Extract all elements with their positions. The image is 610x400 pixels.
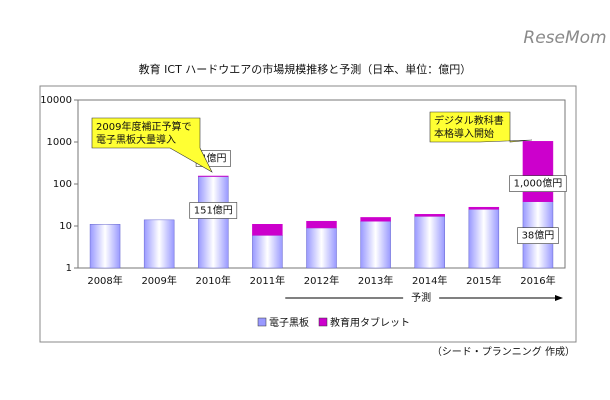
x-tick-label: 2009年 bbox=[141, 274, 176, 287]
forecast-label: 予測 bbox=[411, 291, 431, 304]
y-tick-label: 1 bbox=[66, 263, 72, 274]
x-tick-label: 2014年 bbox=[412, 274, 447, 287]
data-label: 1,000億円 bbox=[514, 177, 563, 190]
legend-label: 電子黒板 bbox=[269, 316, 309, 329]
source: （シード・プランニング 作成） bbox=[432, 345, 575, 358]
y-tick-label: 100 bbox=[53, 179, 72, 190]
callout-box bbox=[91, 117, 213, 173]
bar-segment bbox=[414, 214, 445, 217]
x-tick-label: 2008年 bbox=[87, 274, 122, 287]
bar-segment bbox=[360, 220, 391, 269]
callout-text: デジタル教科書 bbox=[434, 114, 504, 127]
forecast-label-bg bbox=[403, 291, 440, 305]
bar-segment bbox=[468, 209, 500, 269]
logo: ReseMom bbox=[523, 28, 606, 48]
bar-segment bbox=[252, 224, 283, 236]
y-tick-label: 10 bbox=[59, 221, 72, 232]
legend-swatch bbox=[257, 317, 267, 327]
data-label-box bbox=[189, 202, 238, 219]
callout-text: 本格導入開始 bbox=[434, 127, 494, 140]
bar-segment bbox=[198, 176, 229, 269]
bar-segment bbox=[306, 220, 337, 229]
bar-segment bbox=[252, 235, 283, 269]
callout-box bbox=[429, 111, 533, 143]
data-label-box bbox=[517, 227, 559, 244]
bar-segment bbox=[522, 141, 554, 202]
bar-segment bbox=[360, 217, 391, 222]
x-tick-label: 2012年 bbox=[304, 274, 339, 287]
x-tick-label: 2016年 bbox=[520, 274, 555, 287]
x-tick-label: 2010年 bbox=[196, 274, 231, 287]
bar-segment bbox=[306, 227, 337, 269]
bar-segment bbox=[143, 219, 175, 269]
bar-segment bbox=[89, 224, 121, 269]
legend-label: 教育用タブレット bbox=[330, 316, 410, 329]
legend-swatch bbox=[318, 317, 328, 327]
bar-segment bbox=[414, 216, 445, 269]
x-tick-label: 2013年 bbox=[358, 274, 393, 287]
x-tick-label: 2015年 bbox=[466, 274, 501, 287]
forecast-arrow bbox=[555, 295, 563, 301]
data-label: 38億円 bbox=[522, 229, 555, 242]
y-tick-label: 1000 bbox=[47, 137, 72, 148]
data-label-box bbox=[509, 175, 567, 192]
callout-text: 2009年度補正予算で bbox=[96, 120, 191, 133]
bar-segment bbox=[468, 206, 500, 210]
chart-title: 教育 ICT ハードウエアの市場規模推移と予測（日本、単位：億円） bbox=[139, 62, 472, 76]
chart-frame bbox=[39, 85, 577, 343]
x-tick-label: 2011年 bbox=[250, 274, 285, 287]
data-label: 151億円 bbox=[194, 203, 233, 216]
y-tick-label: 10000 bbox=[40, 95, 72, 106]
callout-text: 電子黒板大量導入 bbox=[96, 133, 176, 146]
